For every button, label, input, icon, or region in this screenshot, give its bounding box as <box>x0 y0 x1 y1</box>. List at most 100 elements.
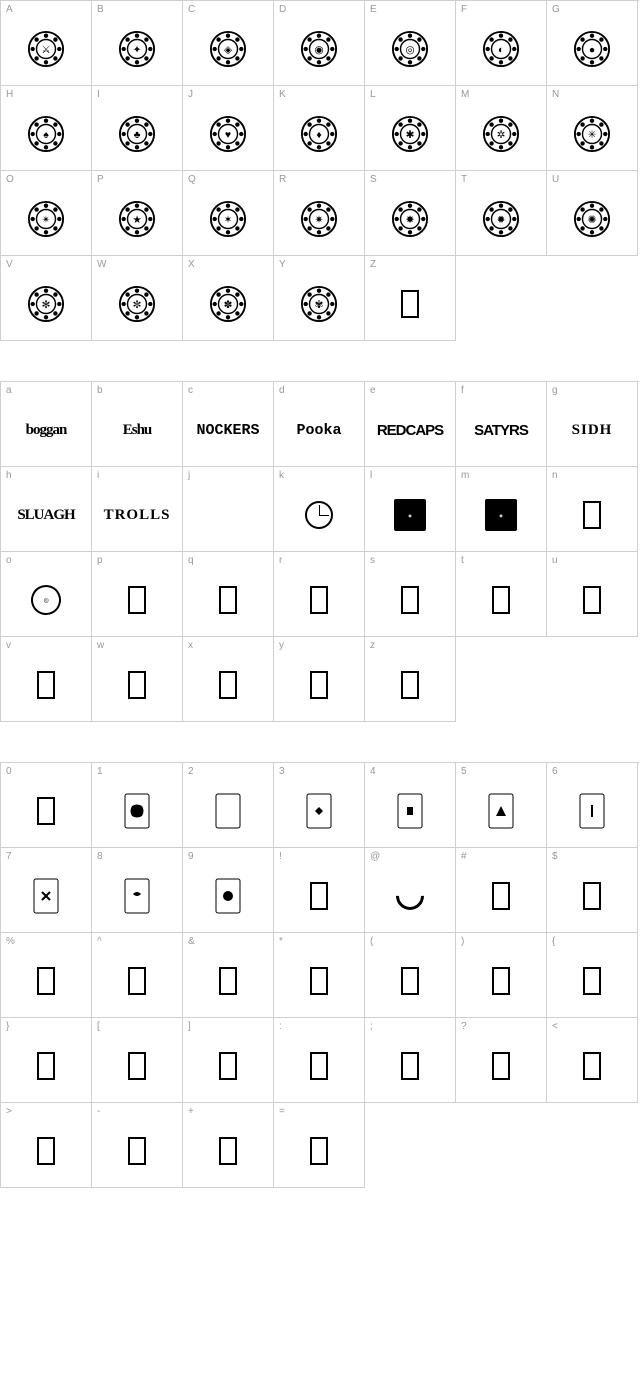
glyph-card <box>92 866 182 926</box>
glyph-seal: ✳ <box>547 104 637 164</box>
glyph-cell: z <box>365 637 456 722</box>
glyph-cell: B ✦ <box>92 1 183 86</box>
cell-label: b <box>97 385 103 396</box>
glyph-box <box>456 951 546 1011</box>
section-uppercase: A ⚔ B ✦ C ◈ D ◉ E ◎ F <box>0 0 639 341</box>
cell-label: d <box>279 385 285 396</box>
glyph-seal: ✶ <box>183 189 273 249</box>
cell-label: s <box>370 555 375 566</box>
glyph-cell: { <box>547 933 638 1018</box>
cell-label: S <box>370 174 377 185</box>
glyph-box <box>547 1036 637 1096</box>
glyph-box <box>274 655 364 715</box>
glyph-box <box>365 570 455 630</box>
section-lowercase: abogganbEshucNOCKERSdPookaeREDCAPSfSATYR… <box>0 381 639 722</box>
glyph-cell: hSLUAGH <box>1 467 92 552</box>
glyph-text: SIDH <box>547 400 637 460</box>
glyph-card <box>183 781 273 841</box>
cell-label: K <box>279 89 286 100</box>
glyph-cell: % <box>1 933 92 1018</box>
cell-label: j <box>188 470 190 481</box>
svg-text:♠: ♠ <box>43 130 49 141</box>
glyph-cell: 1 <box>92 763 183 848</box>
glyph-box <box>547 570 637 630</box>
svg-text:♥: ♥ <box>225 130 231 141</box>
glyph-card <box>274 781 364 841</box>
svg-text:♦: ♦ <box>316 130 321 141</box>
svg-text:◐: ◐ <box>498 45 504 56</box>
cell-label: $ <box>552 851 558 862</box>
glyph-box <box>547 485 637 545</box>
cell-label: V <box>6 259 13 270</box>
glyph-text: Eshu <box>92 400 182 460</box>
cell-label: t <box>461 555 464 566</box>
cell-label: v <box>6 640 11 651</box>
cell-label: Z <box>370 259 376 270</box>
cell-label: + <box>188 1106 194 1117</box>
cell-label: ^ <box>97 936 102 947</box>
cell-label: J <box>188 89 193 100</box>
cell-label: I <box>97 89 100 100</box>
cell-label: W <box>97 259 106 270</box>
glyph-cell: 9 <box>183 848 274 933</box>
glyph-cell: I ♣ <box>92 86 183 171</box>
glyph-box <box>1 1036 91 1096</box>
glyph-cell: M ✲ <box>456 86 547 171</box>
glyph-seal: ✴ <box>1 189 91 249</box>
cell-label: & <box>188 936 195 947</box>
glyph-box <box>274 951 364 1011</box>
cell-label: m <box>461 470 469 481</box>
glyph-cell: aboggan <box>1 382 92 467</box>
cell-label: ( <box>370 936 373 947</box>
glyph-cell: r <box>274 552 365 637</box>
glyph-card <box>183 866 273 926</box>
glyph-cell: eREDCAPS <box>365 382 456 467</box>
glyph-cell: iTROLLS <box>92 467 183 552</box>
glyph-box <box>274 866 364 926</box>
glyph-cell: x <box>183 637 274 722</box>
svg-text:✽: ✽ <box>224 300 233 311</box>
glyph-seal: ✱ <box>365 104 455 164</box>
glyph-seal: ● <box>547 19 637 79</box>
glyph-cell: $ <box>547 848 638 933</box>
cell-label: n <box>552 470 558 481</box>
svg-text:✻: ✻ <box>42 300 51 311</box>
glyph-box <box>92 655 182 715</box>
glyph-cell: * <box>274 933 365 1018</box>
glyph-box <box>547 951 637 1011</box>
glyph-seal: ✻ <box>1 274 91 334</box>
svg-text:✹: ✹ <box>497 215 506 226</box>
svg-text:✼: ✼ <box>133 300 142 311</box>
glyph-box <box>456 1036 546 1096</box>
svg-text:◉: ◉ <box>314 45 323 56</box>
glyph-box <box>1 655 91 715</box>
glyph-box <box>1 1121 91 1181</box>
cell-label: f <box>461 385 464 396</box>
glyph-seal: ✲ <box>456 104 546 164</box>
cell-label: G <box>552 4 560 15</box>
svg-text:◎: ◎ <box>405 45 414 56</box>
glyph-cell: [ <box>92 1018 183 1103</box>
glyph-logo: ◉ <box>456 485 546 545</box>
glyph-cell: P ★ <box>92 171 183 256</box>
glyph-cell: 2 <box>183 763 274 848</box>
glyph-seal: ✸ <box>365 189 455 249</box>
glyph-seal: ✽ <box>183 274 273 334</box>
glyph-cell: y <box>274 637 365 722</box>
glyph-cell: t <box>456 552 547 637</box>
glyph-cell: C ◈ <box>183 1 274 86</box>
cell-label: 5 <box>461 766 467 777</box>
svg-text:♣: ♣ <box>134 130 141 141</box>
glyph-cell: cNOCKERS <box>183 382 274 467</box>
cell-label: U <box>552 174 559 185</box>
cell-label: ) <box>461 936 464 947</box>
glyph-cell: n <box>547 467 638 552</box>
glyph-cell: fSATYRS <box>456 382 547 467</box>
cell-label: : <box>279 1021 282 1032</box>
cell-label: y <box>279 640 284 651</box>
glyph-cell: V ✻ <box>1 256 92 341</box>
glyph-box <box>1 781 91 841</box>
glyph-cell: ; <box>365 1018 456 1103</box>
cell-label: 8 <box>97 851 103 862</box>
glyph-cell: v <box>1 637 92 722</box>
